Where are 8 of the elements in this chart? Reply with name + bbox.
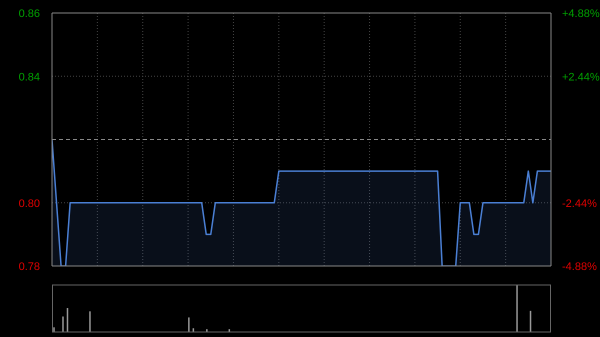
y2-tick-label: -2.44%: [562, 198, 598, 210]
y2-tick-label: +2.44%: [562, 71, 600, 84]
y2-tick-label: -4.88%: [562, 261, 598, 273]
y-tick-label: 0.78: [18, 261, 40, 273]
y2-tick-label: +4.88%: [562, 8, 600, 20]
y-tick-label: 0.84: [18, 71, 40, 84]
y-tick-label: 0.86: [18, 8, 40, 20]
y-tick-label: 0.80: [18, 198, 40, 210]
